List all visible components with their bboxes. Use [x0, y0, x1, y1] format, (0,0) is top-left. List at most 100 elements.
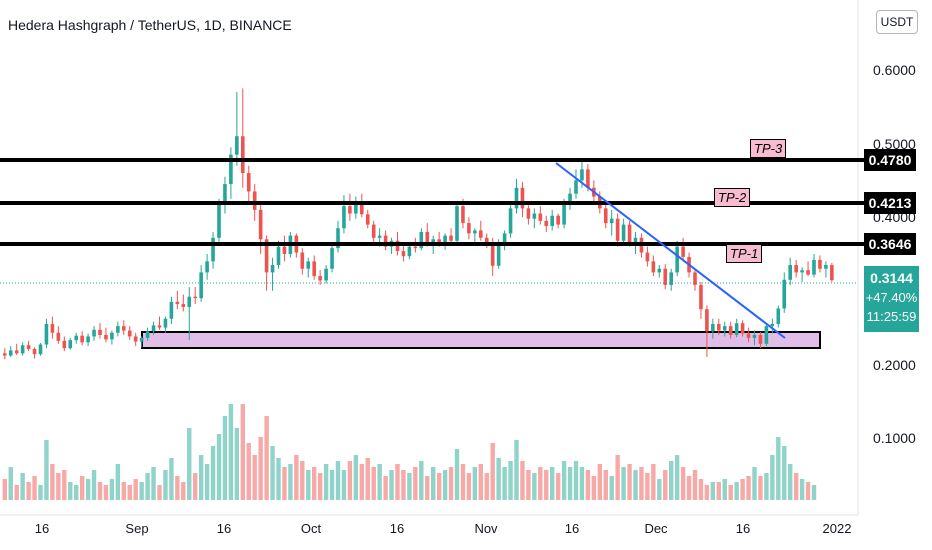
volume-bar: [532, 473, 537, 500]
candle-body: [484, 237, 489, 243]
volume-bar: [502, 467, 507, 500]
tp2-label[interactable]: TP-2: [714, 188, 751, 207]
candle-body: [538, 213, 543, 221]
candle-body: [151, 325, 156, 332]
tp1-label[interactable]: TP-1: [726, 244, 763, 263]
volume-bar: [14, 485, 19, 500]
volume-bar: [431, 467, 436, 500]
volume-bar: [103, 485, 109, 500]
bar-countdown: 11:25:59: [866, 309, 917, 324]
candle-body: [479, 230, 483, 238]
candle-body: [645, 252, 650, 262]
level-price-tag-tp3: 0.4780: [864, 149, 916, 171]
volume-bar: [805, 482, 811, 500]
volume-bar: [454, 449, 460, 500]
candle-body: [752, 334, 757, 338]
volume-bar: [389, 470, 394, 500]
candle-body: [663, 268, 668, 285]
volume-bar: [633, 470, 638, 500]
candle-body: [223, 184, 227, 204]
time-label: Oct: [300, 521, 322, 536]
currency-button[interactable]: USDT: [876, 10, 918, 34]
volume-bar: [62, 470, 67, 500]
volume-bar: [526, 470, 531, 500]
volume-bar: [799, 479, 805, 500]
time-label: Sep: [125, 521, 149, 536]
volume-bar: [38, 485, 43, 500]
volume-bar: [770, 455, 775, 500]
candle-body: [252, 191, 257, 210]
time-label: 16: [564, 521, 580, 536]
time-label: 16: [389, 521, 405, 536]
volume-bar: [329, 470, 335, 500]
candle-body: [86, 336, 90, 343]
volume-bar: [74, 485, 79, 500]
volume-bar: [793, 473, 799, 500]
volume-bar: [782, 446, 787, 500]
volume-bar: [353, 455, 359, 500]
candle-body: [717, 323, 721, 331]
candle-body: [574, 180, 578, 194]
time-label: 16: [216, 521, 232, 536]
candle-body: [467, 223, 471, 234]
volume-bar: [692, 470, 698, 500]
volume-bar: [555, 473, 561, 500]
volume-bar: [419, 461, 424, 500]
candle-body: [657, 268, 662, 273]
volume-bar: [788, 464, 793, 500]
candle-body: [532, 213, 537, 219]
volume-bar: [127, 485, 132, 500]
volume-bar: [413, 467, 418, 500]
volume-bar: [746, 476, 751, 500]
candle-body: [609, 218, 614, 224]
candle-body: [241, 136, 245, 174]
candle-body: [764, 326, 769, 344]
candle-body: [818, 259, 822, 269]
candle-body: [282, 246, 287, 254]
volume-bar: [460, 464, 466, 500]
volume-bar: [8, 467, 13, 500]
volume-bar: [198, 455, 204, 500]
volume-bar: [359, 464, 364, 500]
volume-bar: [591, 476, 597, 500]
trendline[interactable]: [555, 162, 786, 339]
candle-body: [98, 329, 102, 335]
volume-bar: [204, 464, 210, 500]
candle-body: [50, 323, 55, 333]
candle-body: [496, 242, 501, 266]
candle-body: [502, 233, 507, 243]
volume-bar: [514, 440, 519, 500]
price-label: 0.6000: [873, 62, 916, 78]
candle-body: [455, 206, 459, 241]
volume-bar: [300, 461, 305, 500]
volume-bar: [335, 461, 341, 500]
candle-body: [116, 326, 120, 333]
volume-bar: [764, 473, 769, 500]
candle-body: [431, 239, 435, 243]
volume-bar: [193, 473, 198, 500]
candle-body: [205, 261, 209, 273]
candle-body: [377, 235, 382, 238]
volume-bar: [210, 446, 216, 500]
candle-body: [675, 246, 679, 273]
candle-body: [92, 329, 96, 337]
candle-body: [401, 251, 406, 257]
candle-body: [758, 334, 763, 344]
volume-bar: [32, 476, 37, 500]
volume-bar: [734, 482, 739, 500]
candle-body: [127, 330, 132, 337]
price-change: +47.40%: [865, 290, 918, 305]
volume-bar: [175, 476, 180, 500]
price-label: 0.5000: [873, 136, 916, 152]
candle-body: [627, 224, 632, 243]
volume-bar: [139, 482, 144, 500]
volume-bar: [115, 464, 121, 500]
candle-body: [711, 323, 715, 332]
candle-body: [449, 235, 453, 241]
volume-bar: [163, 470, 168, 500]
candle-body: [3, 353, 7, 356]
volume-bar: [615, 455, 620, 500]
volume-bar: [68, 482, 73, 500]
tp3-label[interactable]: TP-3: [750, 139, 787, 158]
